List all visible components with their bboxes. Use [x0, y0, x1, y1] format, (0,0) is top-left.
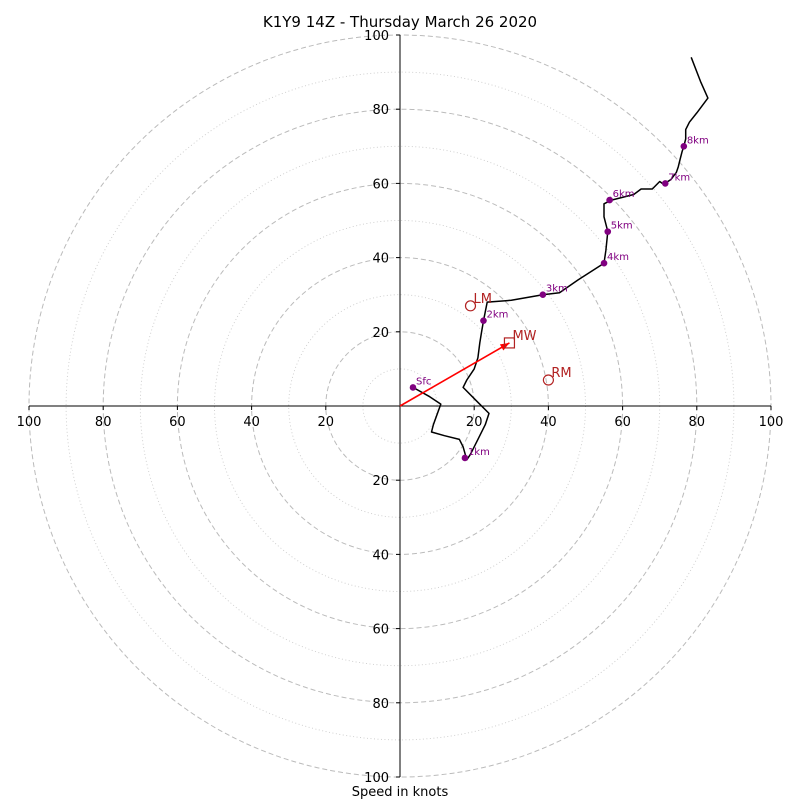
- height-marker-Sfc: [409, 384, 417, 391]
- y-tick-label: 100: [364, 771, 389, 786]
- height-marker-8km: [680, 143, 688, 150]
- x-tick-label: 80: [95, 415, 112, 430]
- height-marker-label: 4km: [607, 252, 629, 263]
- y-tick-label: 100: [364, 29, 389, 44]
- storm-motion-marker-RM: [542, 374, 555, 386]
- height-marker-label: 7km: [668, 172, 690, 183]
- y-tick-label: 60: [372, 177, 389, 192]
- y-tick-label: 40: [372, 252, 389, 267]
- height-marker-6km: [606, 196, 613, 204]
- y-tick-label: 40: [372, 548, 389, 563]
- storm-motion-label: RM: [551, 366, 571, 381]
- height-marker-label: 5km: [611, 221, 633, 232]
- height-marker-label: 2km: [486, 310, 508, 321]
- height-marker-4km: [600, 259, 608, 267]
- height-marker-label: 1km: [468, 447, 490, 458]
- y-tick-label: 80: [372, 697, 389, 712]
- height-marker-label: Sfc: [416, 376, 431, 387]
- x-tick-label: 100: [17, 415, 42, 430]
- height-marker-7km: [661, 180, 669, 187]
- hodograph-line: [412, 57, 709, 461]
- height-marker-label: 3km: [546, 284, 568, 295]
- x-tick-label: 60: [614, 415, 631, 430]
- x-tick-label: 20: [318, 415, 335, 430]
- tick-labels: 100 80 60 40 20 20 40 60 80 100 100 80 60 40 20 20 40 60 8…: [17, 29, 784, 786]
- storm-motion-markers: LM MW RM: [464, 292, 572, 386]
- hodograph-trace: [412, 57, 709, 461]
- mean-wind-vector: [399, 342, 510, 407]
- height-markers: Sfc 1km 2km 3km 4km 5km 6km 7km 8km: [409, 135, 709, 462]
- x-tick-label: 100: [759, 415, 784, 430]
- mean-wind-vector-group: [399, 342, 510, 407]
- storm-motion-label: MW: [512, 329, 536, 344]
- x-tick-label: 40: [243, 415, 260, 430]
- storm-motion-marker-LM: [464, 300, 477, 312]
- height-marker-label: 8km: [687, 135, 709, 146]
- x-axis-label: Speed in knots: [352, 785, 449, 800]
- y-tick-label: 20: [372, 326, 389, 341]
- storm-motion-label: LM: [473, 292, 491, 307]
- x-tick-label: 40: [540, 415, 557, 430]
- height-marker-2km: [480, 317, 487, 324]
- y-tick-label: 80: [372, 103, 389, 118]
- x-tick-label: 80: [689, 415, 706, 430]
- height-marker-label: 6km: [613, 189, 635, 200]
- height-marker-1km: [461, 454, 469, 462]
- x-tick-label: 60: [169, 415, 186, 430]
- storm-motion-marker-MW: [503, 337, 516, 349]
- height-marker-5km: [604, 228, 612, 235]
- height-marker-3km: [539, 291, 547, 299]
- x-tick-label: 20: [466, 415, 483, 430]
- y-tick-label: 60: [372, 623, 389, 638]
- chart-title: K1Y9 14Z - Thursday March 26 2020: [263, 13, 537, 31]
- y-tick-label: 20: [372, 474, 389, 489]
